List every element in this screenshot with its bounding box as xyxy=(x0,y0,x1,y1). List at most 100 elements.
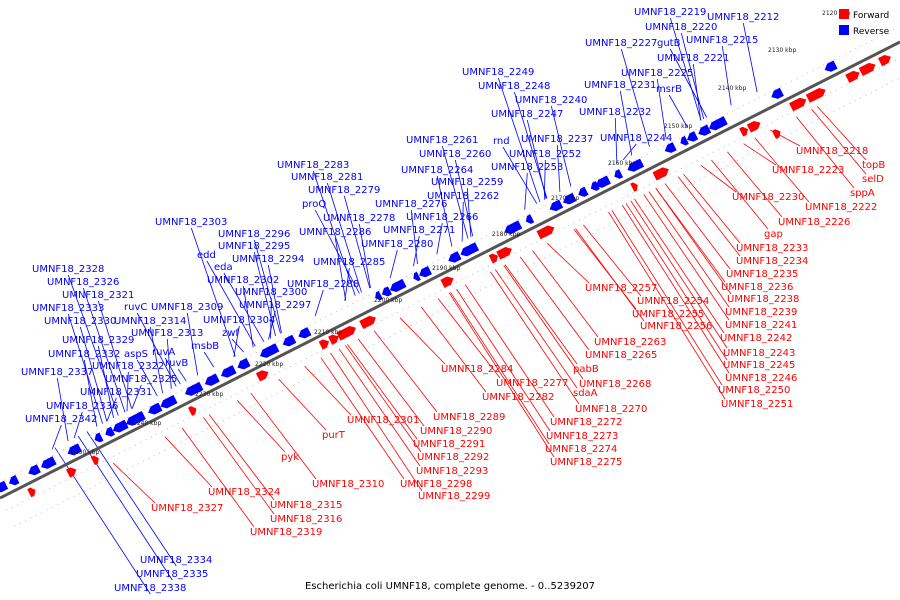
forward-leader-line xyxy=(456,288,551,432)
reverse-gene-label: edd xyxy=(197,250,216,261)
gene-features xyxy=(0,54,891,498)
reverse-leader-line xyxy=(136,359,158,397)
reverse-gene-label: UMNF18_2326 xyxy=(47,277,119,288)
reverse-gene-label: zwf xyxy=(222,328,239,339)
forward-leader-line xyxy=(811,108,867,175)
reverse-gene-arrow xyxy=(448,251,462,263)
forward-gene-arrow xyxy=(90,455,99,466)
reverse-gene-arrow xyxy=(112,419,129,433)
forward-gene-arrow xyxy=(746,121,761,133)
kbp-tick-label: 2130 kbp xyxy=(768,47,796,54)
reverse-gene-arrow xyxy=(419,266,432,278)
reverse-gene-label: UMNF18_2280 xyxy=(361,239,433,250)
reverse-leader-line xyxy=(334,237,347,301)
forward-gene-label: UMNF18_2223 xyxy=(772,165,844,176)
reverse-gene-arrow xyxy=(282,334,297,347)
reverse-leader-line xyxy=(669,17,702,121)
forward-leader-line xyxy=(611,210,723,386)
reverse-gene-arrow xyxy=(460,242,480,257)
reverse-leader-line xyxy=(164,357,181,385)
forward-gene-label: UMNF18_2251 xyxy=(721,399,793,410)
reverse-gene-label: UMNF18_2321 xyxy=(62,290,134,301)
forward-gene-label: UMNF18_2238 xyxy=(727,294,799,305)
forward-gene-label: UMNF18_2239 xyxy=(725,307,797,318)
forward-gene-label: UMNF18_2292 xyxy=(417,452,489,463)
reverse-gene-arrow xyxy=(298,327,312,339)
forward-leader-line xyxy=(634,198,725,334)
reverse-leader-line xyxy=(692,63,702,121)
reverse-leader-line xyxy=(131,384,142,409)
reverse-gene-label: UMNF18_2296 xyxy=(218,229,290,240)
forward-leader-line xyxy=(250,393,317,480)
reverse-gene-arrow xyxy=(9,475,20,486)
forward-gene-label: UMNF18_2282 xyxy=(482,392,554,403)
forward-gene-arrow xyxy=(805,88,826,103)
reverse-leader-line xyxy=(126,371,129,412)
reverse-leader-line xyxy=(177,368,187,382)
reverse-leader-line xyxy=(190,227,236,357)
reverse-gene-label: UMNF18_2294 xyxy=(232,254,304,265)
reverse-gene-arrow xyxy=(260,343,280,358)
reverse-leader-line xyxy=(56,377,69,442)
reverse-gene-label: UMNF18_2297 xyxy=(239,300,311,311)
forward-leader-line xyxy=(112,462,156,504)
forward-leader-line xyxy=(208,414,275,501)
reverse-gene-label: UMNF18_2249 xyxy=(462,67,534,78)
reverse-gene-arrow xyxy=(824,60,838,72)
reverse-gene-label: UMNF18_2240 xyxy=(515,95,587,106)
kbp-tick-label: 2140 kbp xyxy=(718,85,746,92)
reverse-gene-label: UMNF18_2221 xyxy=(657,53,729,64)
forward-gene-label: UMNF18_2298 xyxy=(400,479,472,490)
kbp-tick-label: 2200 kbp xyxy=(374,297,402,304)
forward-leader-line xyxy=(519,256,590,351)
reverse-gene-label: UMNF18_2302 xyxy=(207,275,279,286)
forward-leader-line xyxy=(664,183,731,270)
track-forward-dots xyxy=(6,57,900,511)
reverse-gene-arrow xyxy=(525,214,535,224)
forward-gene-arrow xyxy=(187,406,197,416)
reverse-gene-label: UMNF18_2232 xyxy=(579,107,651,118)
reverse-leader-line xyxy=(267,264,282,333)
reverse-leader-line xyxy=(186,312,199,376)
forward-gene-label: pabB xyxy=(573,364,599,375)
reverse-gene-arrow xyxy=(160,394,178,409)
reverse-gene-arrow xyxy=(614,169,624,179)
reverse-leader-line xyxy=(231,338,244,353)
forward-leader-line xyxy=(464,284,555,418)
reverse-gene-label: UMNF18_2338 xyxy=(114,583,186,594)
gene-labels: UMNF18_2219UMNF18_2220UMNF18_2212gutBUMN… xyxy=(21,7,885,594)
forward-leader-line xyxy=(203,417,275,515)
reverse-gene-label: msrB xyxy=(656,84,682,95)
genome-backbone xyxy=(0,29,900,527)
reverse-leader-line xyxy=(524,172,528,210)
kbp-tick-label: 2150 kbp xyxy=(664,123,692,130)
forward-gene-arrow xyxy=(318,339,330,350)
forward-gene-label: UMNF18_2233 xyxy=(736,243,808,254)
reverse-leader-line xyxy=(242,285,254,348)
forward-leader-line xyxy=(546,242,590,284)
forward-leader-line xyxy=(700,164,737,193)
reverse-gene-arrow xyxy=(771,87,784,99)
reverse-leader-line xyxy=(543,159,546,200)
reverse-gene-arrow xyxy=(698,124,712,136)
reverse-leader-line xyxy=(223,272,265,343)
reverse-gene-label: ruvB xyxy=(165,358,188,369)
reverse-leader-line xyxy=(668,94,688,128)
reverse-gene-label: UMNF18_2295 xyxy=(218,241,290,252)
reverse-leader-line xyxy=(86,431,177,567)
reverse-gene-label: UMNF18_2215 xyxy=(686,35,758,46)
reverse-leader-line xyxy=(742,22,758,93)
forward-gene-label: UMNF18_2218 xyxy=(796,146,868,157)
forward-leader-line xyxy=(504,264,578,365)
reverse-leader-line xyxy=(326,182,362,293)
forward-gene-arrow xyxy=(878,54,891,67)
reverse-gene-label: UMNF18_2261 xyxy=(406,135,478,146)
reverse-leader-line xyxy=(97,345,114,419)
reverse-gene-label: UMNF18_2337 xyxy=(21,367,93,378)
reverse-leader-line xyxy=(497,77,541,203)
reverse-gene-label: UMNF18_2309 xyxy=(151,302,223,313)
reverse-gene-arrow xyxy=(221,365,237,378)
forward-gene-label: UMNF18_2319 xyxy=(250,527,322,538)
reverse-leader-line xyxy=(233,325,240,358)
reverse-leader-line xyxy=(136,312,177,387)
